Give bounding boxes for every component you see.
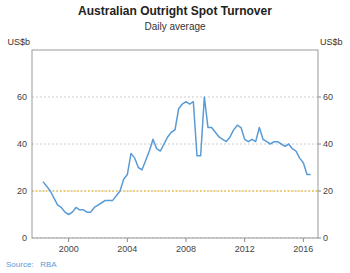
y2-axis-label: US$b: [320, 37, 343, 47]
x-tick-label: 2008: [176, 244, 196, 254]
source: Source: RBA: [6, 260, 57, 269]
y-tick-label: 20: [17, 186, 27, 196]
grid-line: [32, 144, 318, 145]
chart: Australian Outright Spot Turnover Daily a…: [0, 0, 350, 273]
y-tick-label: 60: [17, 92, 27, 102]
y2-tick-label: 40: [323, 139, 333, 149]
grid: [32, 97, 318, 238]
subtitle: Daily average: [144, 21, 206, 32]
y2-tick-label: 60: [323, 92, 333, 102]
x-tick: [303, 238, 304, 242]
grid-line: [32, 191, 318, 192]
plot-area: [32, 97, 318, 215]
y-tick-label: 0: [22, 233, 27, 243]
y-tick-label: 40: [17, 139, 27, 149]
x-tick: [244, 238, 245, 242]
line: [43, 97, 311, 215]
x-tick: [186, 238, 187, 242]
x-tick-label: 2004: [117, 244, 137, 254]
y2-tick-label: 0: [323, 233, 328, 243]
title: Australian Outright Spot Turnover: [78, 4, 272, 18]
x-tick: [68, 238, 69, 242]
plot-frame: [32, 50, 318, 238]
y2-tick-label: 20: [323, 186, 333, 196]
x-tick-label: 2016: [293, 244, 313, 254]
x-tick-label: 2012: [235, 244, 255, 254]
x-tick: [127, 238, 128, 242]
reference-line: [32, 190, 318, 192]
x-tick-label: 2000: [59, 244, 79, 254]
grid-line: [32, 97, 318, 98]
y-axis-label: US$b: [7, 37, 30, 47]
